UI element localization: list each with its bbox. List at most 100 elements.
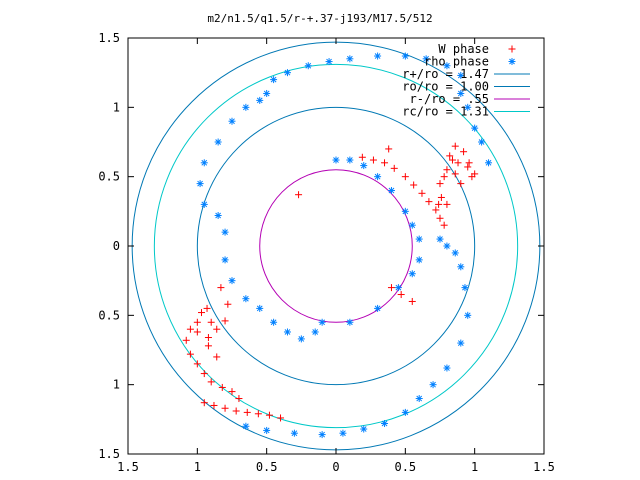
point-1-12 [242, 103, 250, 111]
point-1-53 [339, 429, 347, 437]
point-0-32 [408, 297, 416, 305]
point-0-46 [207, 378, 215, 386]
point-0-27 [454, 159, 462, 167]
point-0-1 [369, 156, 377, 164]
point-1-64 [485, 159, 493, 167]
point-0-31 [397, 291, 405, 299]
point-1-14 [214, 138, 222, 146]
point-0-34 [224, 300, 232, 308]
legend-label-4: r-/ro = .55 [410, 92, 489, 106]
x-tick-label-3: 0 [332, 460, 339, 474]
point-1-54 [318, 431, 326, 439]
point-0-19 [451, 170, 459, 178]
point-0-56 [265, 411, 273, 419]
point-1-36 [401, 207, 409, 215]
point-0-47 [218, 383, 226, 391]
point-1-16 [196, 180, 204, 188]
point-1-4 [374, 52, 382, 60]
point-0-26 [471, 170, 479, 178]
x-tick-label-0: 1.5 [117, 460, 139, 474]
point-1-11 [256, 96, 264, 104]
point-0-35 [221, 317, 229, 325]
point-1-13 [228, 117, 236, 125]
point-0-59 [204, 342, 212, 350]
point-0-4 [401, 173, 409, 181]
point-0-28 [295, 191, 303, 199]
point-0-40 [193, 318, 201, 326]
point-1-19 [221, 228, 229, 236]
point-0-33 [217, 284, 225, 292]
point-1-51 [381, 419, 389, 427]
point-1-39 [360, 162, 368, 170]
y-tick-label-6: 1.5 [98, 447, 120, 461]
point-1-47 [443, 364, 451, 372]
point-0-52 [221, 404, 229, 412]
y-tick-label-0: 1.5 [98, 31, 120, 45]
point-0-45 [200, 370, 208, 378]
circle-2 [259, 169, 413, 323]
point-1-3 [401, 52, 409, 60]
point-0-41 [186, 325, 194, 333]
point-0-51 [210, 401, 218, 409]
point-1-41 [332, 156, 340, 164]
x-tick-label-1: 1 [194, 460, 201, 474]
point-0-9 [436, 214, 444, 222]
point-1-7 [304, 62, 312, 70]
circle-3 [153, 63, 519, 429]
x-tick-label-4: 0.5 [394, 460, 416, 474]
legend-entry-0: W phase [438, 42, 516, 56]
point-1-37 [387, 187, 395, 195]
point-1-58 [436, 235, 444, 243]
point-1-49 [415, 395, 423, 403]
point-0-61 [204, 334, 212, 342]
point-0-3 [390, 164, 398, 172]
axis-ticks: 1.5 1 0.5 0 0.5 1 1.51.510.500.511.5 [98, 31, 555, 474]
legend-entry-5: rc/ro = 1.31 [402, 105, 530, 119]
point-0-50 [200, 399, 208, 407]
point-1-26 [297, 335, 305, 343]
point-0-39 [197, 309, 205, 317]
point-1-60 [457, 89, 465, 97]
point-1-28 [318, 318, 326, 326]
point-1-24 [270, 318, 278, 326]
point-1-38 [374, 173, 382, 181]
point-0-60 [213, 353, 221, 361]
legend-entry-1: rho phase [424, 55, 516, 69]
point-1-10 [263, 89, 271, 97]
chart-title: m2/n1.5/q1.5/r-+.37-j193/M17.5/512 [207, 12, 432, 25]
point-1-52 [360, 425, 368, 433]
point-1-20 [221, 256, 229, 264]
y-tick-label-2: 0.5 [98, 170, 120, 184]
point-1-43 [457, 263, 465, 271]
y-tick-label-3: 0 [113, 239, 120, 253]
point-1-17 [200, 200, 208, 208]
point-1-46 [457, 339, 465, 347]
point-1-42 [451, 249, 459, 257]
point-0-54 [243, 408, 251, 416]
point-0-14 [451, 142, 459, 150]
point-1-61 [464, 103, 472, 111]
point-0-53 [232, 407, 240, 415]
point-0-48 [228, 388, 236, 396]
plot-area [131, 41, 541, 451]
point-0-12 [440, 173, 448, 181]
point-0-15 [460, 148, 468, 156]
legend-entry-2: r+/ro = 1.47 [402, 67, 530, 81]
point-0-44 [193, 360, 201, 368]
point-1-6 [325, 58, 333, 66]
point-0-2 [381, 159, 389, 167]
point-1-8 [283, 69, 291, 77]
x-tick-label-2: 0.5 [256, 460, 278, 474]
point-1-56 [263, 426, 271, 434]
point-1-15 [200, 159, 208, 167]
point-0-25 [464, 163, 472, 171]
legend-label-3: ro/ro = 1.00 [402, 80, 489, 94]
point-0-20 [448, 156, 456, 164]
point-1-29 [346, 318, 354, 326]
point-0-58 [193, 328, 201, 336]
point-1-57 [242, 422, 250, 430]
point-0-38 [203, 304, 211, 312]
point-1-0 [457, 71, 465, 79]
point-1-62 [471, 124, 479, 132]
